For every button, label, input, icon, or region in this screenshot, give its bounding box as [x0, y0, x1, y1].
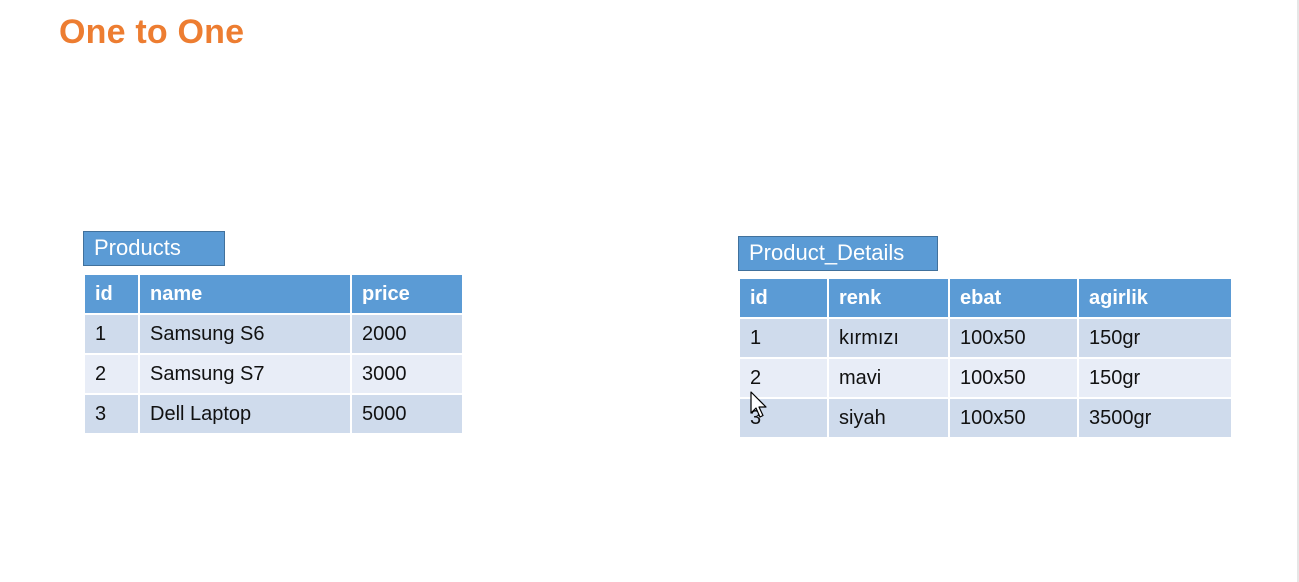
details-cell-renk: siyah — [827, 397, 950, 439]
details-col-agirlik: agirlik — [1077, 277, 1233, 319]
products-cell-price: 5000 — [350, 393, 464, 435]
details-cell-id: 1 — [738, 317, 829, 359]
products-cell-name: Samsung S6 — [138, 313, 352, 355]
products-col-price: price — [350, 273, 464, 315]
slide-title: One to One — [59, 13, 245, 51]
products-cell-id: 1 — [83, 313, 140, 355]
products-header-row: id name price — [83, 273, 464, 315]
details-cell-renk: mavi — [827, 357, 950, 399]
table-row: 3 Dell Laptop 5000 — [83, 393, 464, 435]
details-cell-renk: kırmızı — [827, 317, 950, 359]
details-col-ebat: ebat — [948, 277, 1079, 319]
details-cell-ebat: 100x50 — [948, 317, 1079, 359]
products-cell-id: 3 — [83, 393, 140, 435]
details-cell-agirlik: 150gr — [1077, 357, 1233, 399]
details-cell-ebat: 100x50 — [948, 357, 1079, 399]
products-cell-name: Samsung S7 — [138, 353, 352, 395]
details-header-row: id renk ebat agirlik — [738, 277, 1233, 319]
products-cell-name: Dell Laptop — [138, 393, 352, 435]
table-row: 1 Samsung S6 2000 — [83, 313, 464, 355]
table-row: 2 mavi 100x50 150gr — [738, 357, 1233, 399]
products-cell-price: 3000 — [350, 353, 464, 395]
details-cell-id: 3 — [738, 397, 829, 439]
details-cell-id: 2 — [738, 357, 829, 399]
products-table-caption: Products — [83, 231, 225, 266]
details-col-id: id — [738, 277, 829, 319]
details-cell-ebat: 100x50 — [948, 397, 1079, 439]
products-cell-id: 2 — [83, 353, 140, 395]
details-cell-agirlik: 3500gr — [1077, 397, 1233, 439]
table-row: 3 siyah 100x50 3500gr — [738, 397, 1233, 439]
details-cell-agirlik: 150gr — [1077, 317, 1233, 359]
products-col-id: id — [83, 273, 140, 315]
details-col-renk: renk — [827, 277, 950, 319]
products-col-name: name — [138, 273, 352, 315]
mouse-pointer-icon — [750, 391, 767, 418]
products-cell-price: 2000 — [350, 313, 464, 355]
details-table-caption: Product_Details — [738, 236, 938, 271]
table-row: 2 Samsung S7 3000 — [83, 353, 464, 395]
table-row: 1 kırmızı 100x50 150gr — [738, 317, 1233, 359]
products-table: id name price 1 Samsung S6 2000 2 Samsun… — [83, 273, 464, 435]
product-details-table: id renk ebat agirlik 1 kırmızı 100x50 15… — [738, 277, 1233, 439]
window-edge — [1297, 0, 1299, 582]
